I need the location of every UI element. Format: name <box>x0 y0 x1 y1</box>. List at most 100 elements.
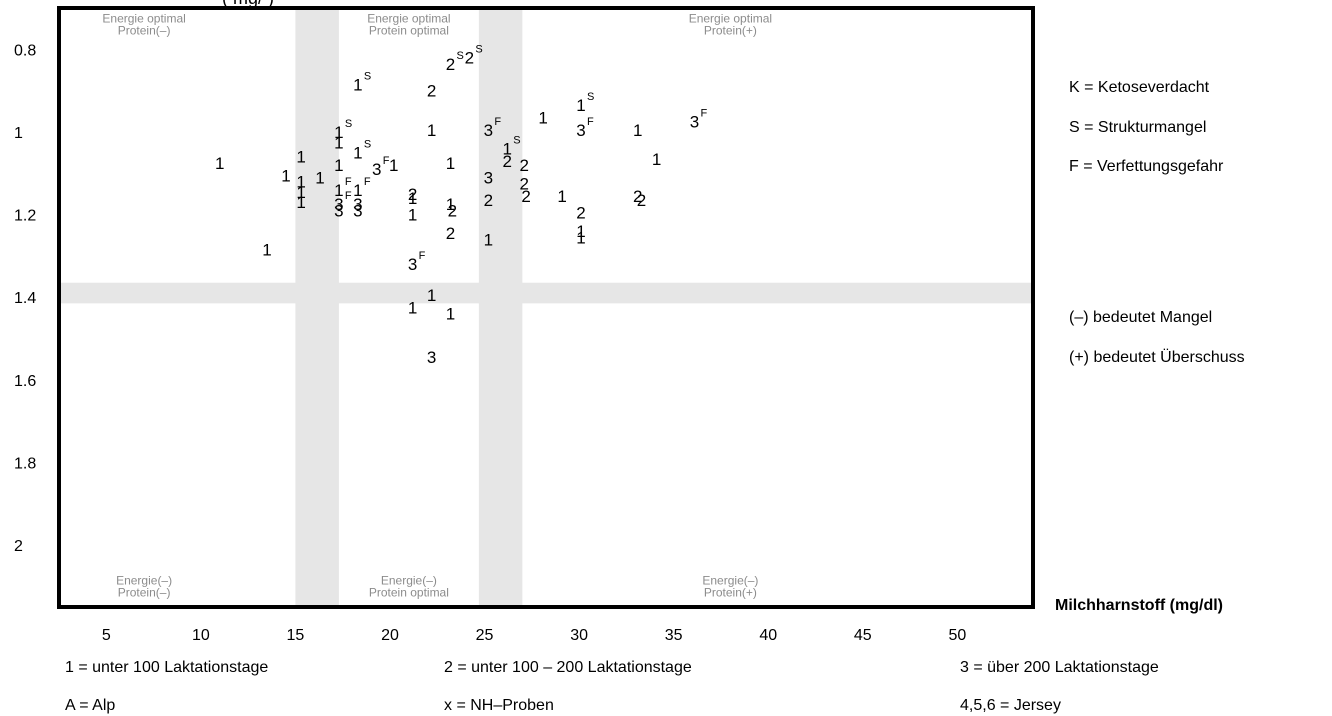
x-tick-label-5: 30 <box>570 627 588 644</box>
data-point-28: 1 <box>427 286 436 305</box>
data-point-14-marker: S <box>364 70 371 82</box>
data-point-18: 3 <box>353 201 362 220</box>
data-point-57: 3 <box>690 113 699 132</box>
data-point-36: 2 <box>465 49 474 68</box>
data-point-11: 1 <box>334 181 343 200</box>
data-point-14: 1 <box>353 75 362 94</box>
data-point-15-marker: S <box>364 139 371 151</box>
clipped-axis-title: ( mg/ ) <box>222 0 274 8</box>
y-tick-label-0: 0.8 <box>14 42 36 59</box>
data-point-48-marker: S <box>587 91 594 103</box>
data-point-42: 2 <box>502 152 511 171</box>
data-point-16: 1 <box>353 181 362 200</box>
vertical-band-0 <box>295 8 339 607</box>
legend-right: K = Ketoseverdacht S = Strukturmangel F = … <box>1069 79 1245 366</box>
y-tick-label-3: 1.4 <box>14 290 36 307</box>
data-point-2: 1 <box>281 166 290 185</box>
data-point-32: 1 <box>446 195 455 214</box>
data-point-29: 3 <box>427 348 436 367</box>
data-point-4: 1 <box>296 183 305 202</box>
legend-bottom-item-4: x = NH–Proben <box>444 697 554 714</box>
region-label-1-line-0: Energie optimal <box>367 12 450 26</box>
region-label-5-line-0: Energie(–) <box>702 573 758 587</box>
data-point-26: 2 <box>427 82 436 101</box>
x-tick-label-6: 35 <box>665 627 683 644</box>
y-tick-labels: 0.8 1 1.2 1.4 1.6 1.8 2 <box>14 42 36 555</box>
data-point-1: 1 <box>262 241 271 260</box>
data-point-10: 1 <box>334 156 343 175</box>
region-label-5-line-1: Protein(+) <box>704 585 757 599</box>
zone-bands <box>59 8 1033 607</box>
legend-bottom-item-2: 3 = über 200 Laktationstage <box>960 659 1159 676</box>
data-point-51: 1 <box>576 222 585 241</box>
x-tick-label-3: 20 <box>381 627 399 644</box>
data-point-55: 2 <box>637 191 646 210</box>
legend-bottom-item-0: 1 = unter 100 Laktationstage <box>65 659 268 676</box>
data-point-11-marker: F <box>345 176 352 188</box>
region-label-0-line-0: Energie optimal <box>102 12 185 26</box>
data-point-16-marker: F <box>364 176 371 188</box>
data-point-50: 2 <box>576 203 585 222</box>
x-axis-label: Milchharnstoff (mg/dl) <box>1055 597 1223 614</box>
data-point-38: 3 <box>484 168 493 187</box>
y-tick-label-1: 1 <box>14 125 23 142</box>
data-point-17: 3 <box>353 195 362 214</box>
data-point-57-marker: F <box>700 108 707 120</box>
data-point-33: 2 <box>448 201 457 220</box>
data-point-20: 1 <box>389 156 398 175</box>
x-tick-label-9: 50 <box>948 627 966 644</box>
legend-right-item-4: (+) bedeutet Überschuss <box>1069 348 1245 366</box>
region-label-2-line-0: Energie optimal <box>689 12 772 26</box>
plot-frame <box>57 6 1035 609</box>
legend-right-item-2: F = Verfettungsgefahr <box>1069 158 1224 175</box>
x-tick-label-7: 40 <box>759 627 777 644</box>
data-point-41: 1 <box>502 139 511 158</box>
y-tick-label-5: 1.8 <box>14 455 36 472</box>
data-point-49-marker: F <box>587 116 594 128</box>
data-point-23: 1 <box>408 206 417 225</box>
data-point-25: 1 <box>408 299 417 318</box>
legend-bottom: 1 = unter 100 Laktationstage 2 = unter 10… <box>65 659 1159 714</box>
y-tick-label-6: 2 <box>14 538 23 555</box>
legend-bottom-item-1: 2 = unter 100 – 200 Laktationstage <box>444 659 692 676</box>
data-point-5: 1 <box>296 148 305 167</box>
data-point-36-marker: S <box>475 44 482 56</box>
x-tick-label-1: 10 <box>192 627 210 644</box>
data-point-47: 1 <box>557 187 566 206</box>
region-label-1-line-1: Protein optimal <box>369 24 449 38</box>
data-point-8-marker: S <box>345 118 352 130</box>
data-point-43: 2 <box>520 156 529 175</box>
data-point-27: 1 <box>427 121 436 140</box>
data-point-37: 3 <box>484 121 493 140</box>
data-point-30-marker: S <box>456 50 463 62</box>
data-point-12-marker: F <box>345 190 352 202</box>
data-point-22: 1 <box>408 189 417 208</box>
data-point-49: 3 <box>576 121 585 140</box>
legend-right-item-1: S = Strukturmangel <box>1069 119 1206 136</box>
data-point-30: 2 <box>446 55 455 74</box>
data-point-53: 1 <box>633 121 642 140</box>
x-tick-label-4: 25 <box>476 627 494 644</box>
vertical-band-1 <box>478 8 523 607</box>
data-point-21: 2 <box>408 185 417 204</box>
data-point-46: 1 <box>538 108 547 127</box>
data-point-13: 3 <box>334 201 343 220</box>
legend-right-item-0: K = Ketoseverdacht <box>1069 79 1210 96</box>
data-point-40: 1 <box>484 230 493 249</box>
data-point-48: 1 <box>576 96 585 115</box>
data-point-6: 1 <box>296 193 305 212</box>
x-tick-label-0: 5 <box>102 627 111 644</box>
legend-right-item-3: (–) bedeutet Mangel <box>1069 309 1212 326</box>
region-label-2-line-1: Protein(+) <box>704 24 757 38</box>
region-label-4-line-1: Protein optimal <box>369 585 449 599</box>
legend-bottom-item-3: A = Alp <box>65 697 115 714</box>
legend-bottom-item-5: 4,5,6 = Jersey <box>960 697 1061 714</box>
data-point-34: 2 <box>446 224 455 243</box>
x-tick-label-8: 45 <box>854 627 872 644</box>
data-point-7: 1 <box>315 168 324 187</box>
region-label-3-line-0: Energie(–) <box>116 573 172 587</box>
x-tick-labels: 5 10 15 20 25 30 35 40 45 50 <box>102 627 967 644</box>
